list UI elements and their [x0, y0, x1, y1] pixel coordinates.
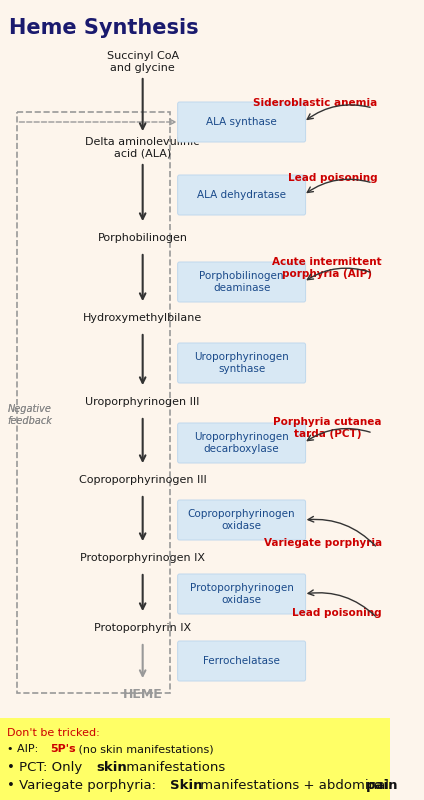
Text: Heme Synthesis: Heme Synthesis: [9, 18, 199, 38]
Text: • PCT: Only: • PCT: Only: [7, 761, 87, 774]
Bar: [0, 718, 390, 800]
Text: Delta aminolevulinic
acid (ALA): Delta aminolevulinic acid (ALA): [86, 138, 200, 158]
Text: Protoporphyrin IX: Protoporphyrin IX: [94, 623, 191, 633]
Text: Skin: Skin: [170, 779, 203, 792]
Text: Protoporphyrinogen
oxidase: Protoporphyrinogen oxidase: [190, 583, 293, 605]
FancyBboxPatch shape: [178, 423, 306, 463]
Text: pain: pain: [365, 779, 398, 792]
Text: Porphyria cutanea
tarda (PCT): Porphyria cutanea tarda (PCT): [273, 418, 382, 438]
Text: Porphobilinogen
deaminase: Porphobilinogen deaminase: [199, 271, 284, 293]
Text: HEME: HEME: [123, 689, 162, 702]
Text: 5P's: 5P's: [50, 744, 75, 754]
FancyBboxPatch shape: [178, 175, 306, 215]
Text: Sideroblastic anemia: Sideroblastic anemia: [253, 98, 377, 108]
Text: Protoporphyrinogen IX: Protoporphyrinogen IX: [80, 553, 205, 563]
Text: (no skin manifestations): (no skin manifestations): [75, 744, 214, 754]
Bar: [17, 112, 170, 693]
FancyBboxPatch shape: [178, 343, 306, 383]
FancyBboxPatch shape: [178, 641, 306, 681]
Text: manifestations: manifestations: [123, 761, 226, 774]
Text: Succinyl CoA
and glycine: Succinyl CoA and glycine: [106, 51, 179, 73]
Text: Uroporphyrinogen III: Uroporphyrinogen III: [86, 397, 200, 407]
Text: Uroporphyrinogen
synthase: Uroporphyrinogen synthase: [194, 352, 289, 374]
Text: • Variegate porphyria:: • Variegate porphyria:: [7, 779, 161, 792]
Text: Don't be tricked:: Don't be tricked:: [7, 728, 100, 738]
Text: • AIP:: • AIP:: [7, 744, 42, 754]
FancyBboxPatch shape: [178, 262, 306, 302]
Text: Negative
feedback: Negative feedback: [7, 404, 52, 426]
FancyBboxPatch shape: [178, 500, 306, 540]
Text: manifestations + abdominal: manifestations + abdominal: [196, 779, 393, 792]
Text: Hydroxymethylbilane: Hydroxymethylbilane: [83, 313, 202, 323]
FancyBboxPatch shape: [178, 102, 306, 142]
Text: Variegate porphyria: Variegate porphyria: [264, 538, 382, 548]
Text: skin: skin: [97, 761, 127, 774]
Text: Ferrochelatase: Ferrochelatase: [203, 656, 280, 666]
Text: Lead poisoning: Lead poisoning: [293, 608, 382, 618]
Text: Lead poisoning: Lead poisoning: [288, 173, 377, 183]
Text: Uroporphyrinogen
decarboxylase: Uroporphyrinogen decarboxylase: [194, 432, 289, 454]
FancyBboxPatch shape: [178, 574, 306, 614]
Text: Porphobilinogen: Porphobilinogen: [98, 233, 188, 243]
Text: ALA synthase: ALA synthase: [206, 117, 277, 127]
Text: Acute intermittent
porphyria (AIP): Acute intermittent porphyria (AIP): [272, 258, 382, 278]
Text: Coproporphyrinogen
oxidase: Coproporphyrinogen oxidase: [188, 509, 296, 531]
Text: Coproporphyrinogen III: Coproporphyrinogen III: [79, 475, 206, 485]
Text: Negative
feedback: Negative feedback: [7, 404, 52, 426]
Text: ALA dehydratase: ALA dehydratase: [197, 190, 286, 200]
